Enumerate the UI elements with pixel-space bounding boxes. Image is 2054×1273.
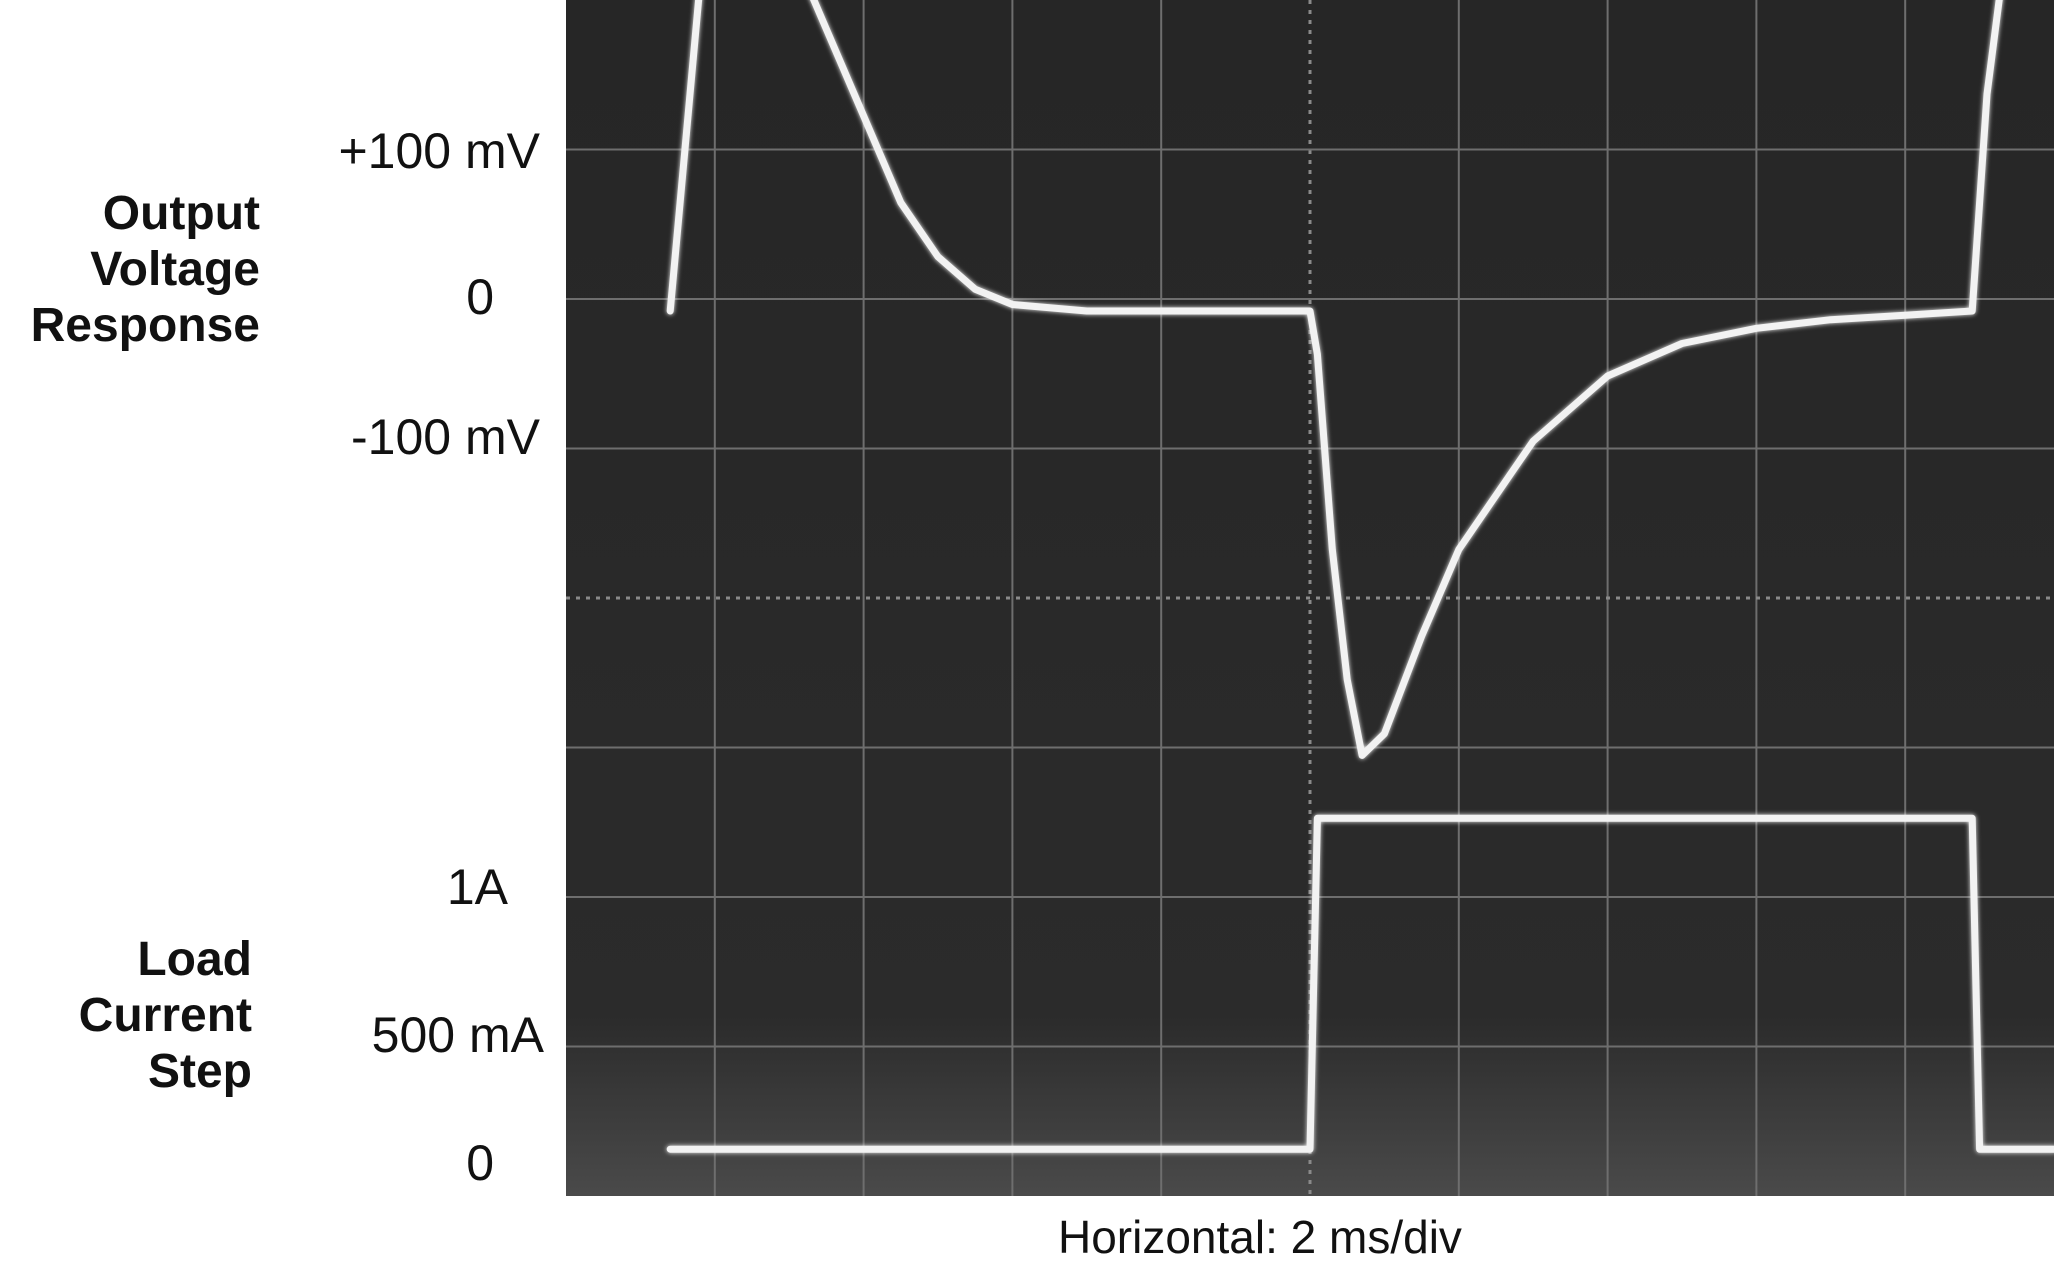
current-title-line: Current [78, 989, 252, 1042]
voltage-title-line: Voltage [90, 243, 260, 296]
voltage-title-line: Response [30, 299, 260, 352]
graticule [566, 0, 2054, 1196]
tick-label-zero-mv: 0 [466, 269, 494, 325]
voltage-channel-title: Output Voltage Response [31, 186, 260, 354]
voltage-trace [666, 0, 2003, 759]
tick-label-1a: 1A [446, 859, 508, 915]
voltage-title-line: Output [102, 187, 260, 240]
tick-label-minus-100mv: -100 mV [351, 409, 540, 465]
current-title-line: Step [147, 1045, 252, 1098]
current-channel-title: Load Current Step [79, 932, 252, 1100]
tick-label-500ma: 500 mA [371, 1007, 544, 1063]
traces [666, 0, 2054, 1153]
horizontal-scale-caption: Horizontal: 2 ms/div [1058, 1211, 1462, 1263]
current-title-line: Load [137, 933, 252, 986]
current-trace [666, 814, 2054, 1153]
tick-label-zero-ma: 0 [466, 1135, 494, 1191]
tick-label-plus-100mv: +100 mV [338, 123, 540, 179]
